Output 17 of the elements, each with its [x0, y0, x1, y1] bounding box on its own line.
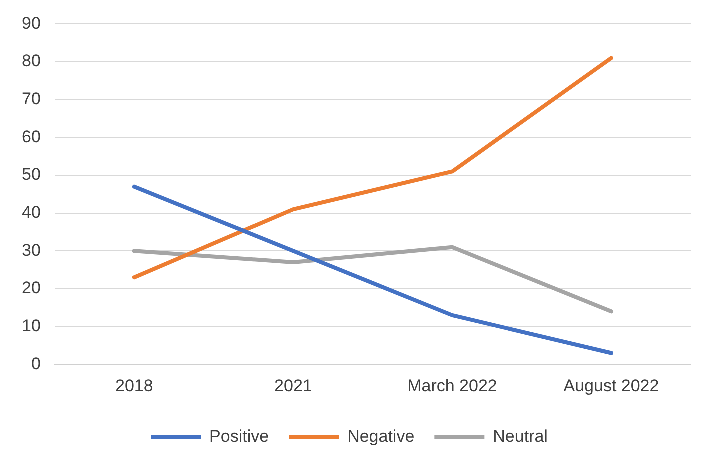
y-tick-label: 70: [22, 90, 41, 109]
y-tick-label: 60: [22, 127, 41, 146]
x-tick-label: March 2022: [408, 376, 498, 396]
x-tick-label: August 2022: [564, 376, 660, 396]
x-tick-label: 2021: [274, 376, 312, 396]
x-tick-label: 2018: [116, 376, 154, 396]
y-tick-label: 80: [22, 52, 41, 71]
y-tick-label: 90: [22, 14, 41, 33]
y-tick-label: 0: [31, 354, 41, 374]
legend-label: Neutral: [493, 427, 548, 446]
y-tick-label: 40: [22, 203, 41, 222]
legend-label: Negative: [348, 427, 415, 446]
legend-label: Positive: [210, 427, 270, 446]
y-tick-label: 10: [22, 316, 41, 336]
y-tick-label: 20: [22, 278, 41, 298]
y-tick-label: 30: [22, 240, 41, 260]
y-tick-label: 50: [22, 165, 41, 184]
